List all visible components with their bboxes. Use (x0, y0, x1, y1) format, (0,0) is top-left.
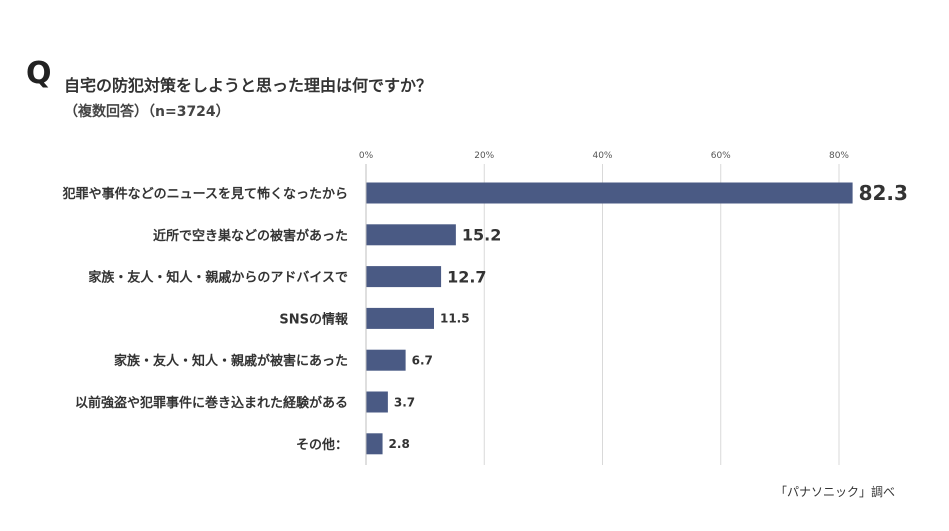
data-label: 6.7 (412, 354, 433, 368)
category-label: 犯罪や事件などのニュースを見て怖くなったから (62, 186, 348, 202)
category-label: 家族・友人・知人・親戚が被害にあった (114, 353, 348, 369)
category-label: 以前強盗や犯罪事件に巻き込まれた経験がある (75, 395, 348, 411)
data-label: 15.2 (462, 226, 501, 245)
chart-subtitle: （複数回答）（n=3724） (64, 104, 230, 120)
category-label: 近所で空き巣などの被害があった (153, 228, 348, 244)
bar (366, 433, 383, 455)
bar (366, 307, 434, 329)
bar (366, 224, 456, 246)
bar (366, 391, 388, 413)
data-label: 3.7 (394, 395, 415, 409)
category-label: 家族・友人・知人・親戚からのアドバイスで (88, 270, 348, 286)
data-label: 11.5 (440, 312, 470, 326)
x-tick-label: 60% (711, 151, 731, 161)
bar (366, 349, 406, 371)
x-tick-label: 40% (592, 151, 612, 161)
category-label: その他： (296, 437, 348, 453)
category-label: SNSの情報 (279, 311, 349, 327)
x-tick-label: 0% (359, 151, 374, 161)
source-note: 「パナソニック」調べ (775, 485, 896, 499)
x-tick-label: 80% (829, 151, 849, 161)
bar (366, 266, 442, 288)
bar (366, 182, 853, 204)
data-label: 82.3 (859, 181, 908, 205)
data-label: 2.8 (389, 437, 410, 451)
data-label: 12.7 (447, 267, 486, 286)
x-tick-label: 20% (474, 151, 494, 161)
question-mark-label: Q (26, 56, 52, 91)
chart-title: 自宅の防犯対策をしようと思った理由は何ですか？ (64, 76, 433, 95)
